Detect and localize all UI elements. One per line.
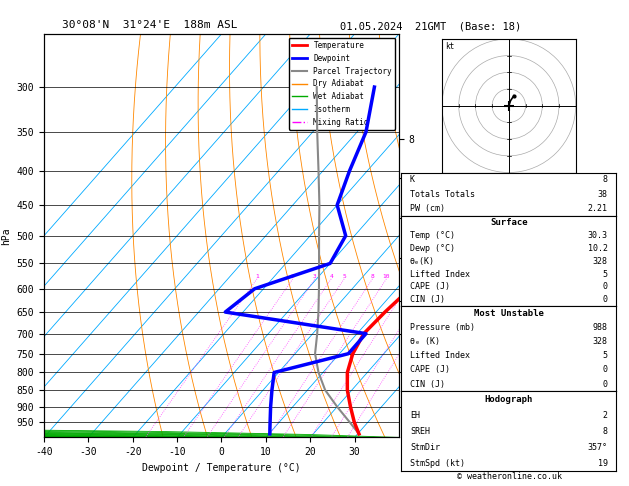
Text: θₑ (K): θₑ (K) — [410, 337, 440, 346]
Text: 2: 2 — [603, 411, 608, 420]
Text: 0: 0 — [603, 295, 608, 304]
Text: CIN (J): CIN (J) — [410, 380, 445, 389]
Text: Temp (°C): Temp (°C) — [410, 231, 455, 240]
Text: PW (cm): PW (cm) — [410, 205, 445, 213]
Text: kt: kt — [445, 42, 455, 51]
Text: EH: EH — [410, 411, 420, 420]
Text: Totals Totals: Totals Totals — [410, 190, 475, 199]
Text: 4: 4 — [330, 274, 333, 279]
Text: 38: 38 — [598, 190, 608, 199]
Text: 357°: 357° — [588, 443, 608, 452]
Text: © weatheronline.co.uk: © weatheronline.co.uk — [457, 472, 562, 481]
Text: StmDir: StmDir — [410, 443, 440, 452]
Text: 988: 988 — [593, 323, 608, 332]
Text: 10.2: 10.2 — [588, 244, 608, 253]
Text: 328: 328 — [593, 257, 608, 266]
Text: 01.05.2024  21GMT  (Base: 18): 01.05.2024 21GMT (Base: 18) — [340, 22, 521, 32]
Y-axis label: hPa: hPa — [1, 227, 11, 244]
X-axis label: Dewpoint / Temperature (°C): Dewpoint / Temperature (°C) — [142, 463, 301, 473]
Text: 0: 0 — [603, 282, 608, 292]
Text: 19: 19 — [598, 459, 608, 468]
Legend: Temperature, Dewpoint, Parcel Trajectory, Dry Adiabat, Wet Adiabat, Isotherm, Mi: Temperature, Dewpoint, Parcel Trajectory… — [289, 38, 395, 130]
Text: Dewp (°C): Dewp (°C) — [410, 244, 455, 253]
Text: 30.3: 30.3 — [588, 231, 608, 240]
Text: 0: 0 — [603, 380, 608, 389]
Text: Surface: Surface — [490, 218, 528, 227]
Text: 8: 8 — [370, 274, 374, 279]
Text: CIN (J): CIN (J) — [410, 295, 445, 304]
Text: Pressure (mb): Pressure (mb) — [410, 323, 475, 332]
Text: 2: 2 — [291, 274, 294, 279]
Text: Hodograph: Hodograph — [485, 395, 533, 404]
Text: CAPE (J): CAPE (J) — [410, 365, 450, 375]
Text: Most Unstable: Most Unstable — [474, 309, 544, 318]
Text: Lifted Index: Lifted Index — [410, 270, 470, 278]
Text: 8: 8 — [603, 175, 608, 184]
Y-axis label: km
ASL: km ASL — [420, 227, 442, 244]
Text: K: K — [410, 175, 415, 184]
Text: 5: 5 — [603, 351, 608, 360]
Text: 5: 5 — [342, 274, 346, 279]
Text: CAPE (J): CAPE (J) — [410, 282, 450, 292]
Text: StmSpd (kt): StmSpd (kt) — [410, 459, 465, 468]
Text: SREH: SREH — [410, 427, 430, 436]
Text: 3: 3 — [313, 274, 317, 279]
Text: 8: 8 — [603, 427, 608, 436]
Text: 0: 0 — [603, 365, 608, 375]
Text: Lifted Index: Lifted Index — [410, 351, 470, 360]
Text: 2.21: 2.21 — [588, 205, 608, 213]
Text: 5: 5 — [603, 270, 608, 278]
Text: 1: 1 — [255, 274, 259, 279]
Text: 10: 10 — [382, 274, 390, 279]
Text: LCL: LCL — [403, 349, 418, 358]
Text: θₑ(K): θₑ(K) — [410, 257, 435, 266]
Text: 30°08'N  31°24'E  188m ASL: 30°08'N 31°24'E 188m ASL — [62, 20, 237, 31]
Text: 328: 328 — [593, 337, 608, 346]
